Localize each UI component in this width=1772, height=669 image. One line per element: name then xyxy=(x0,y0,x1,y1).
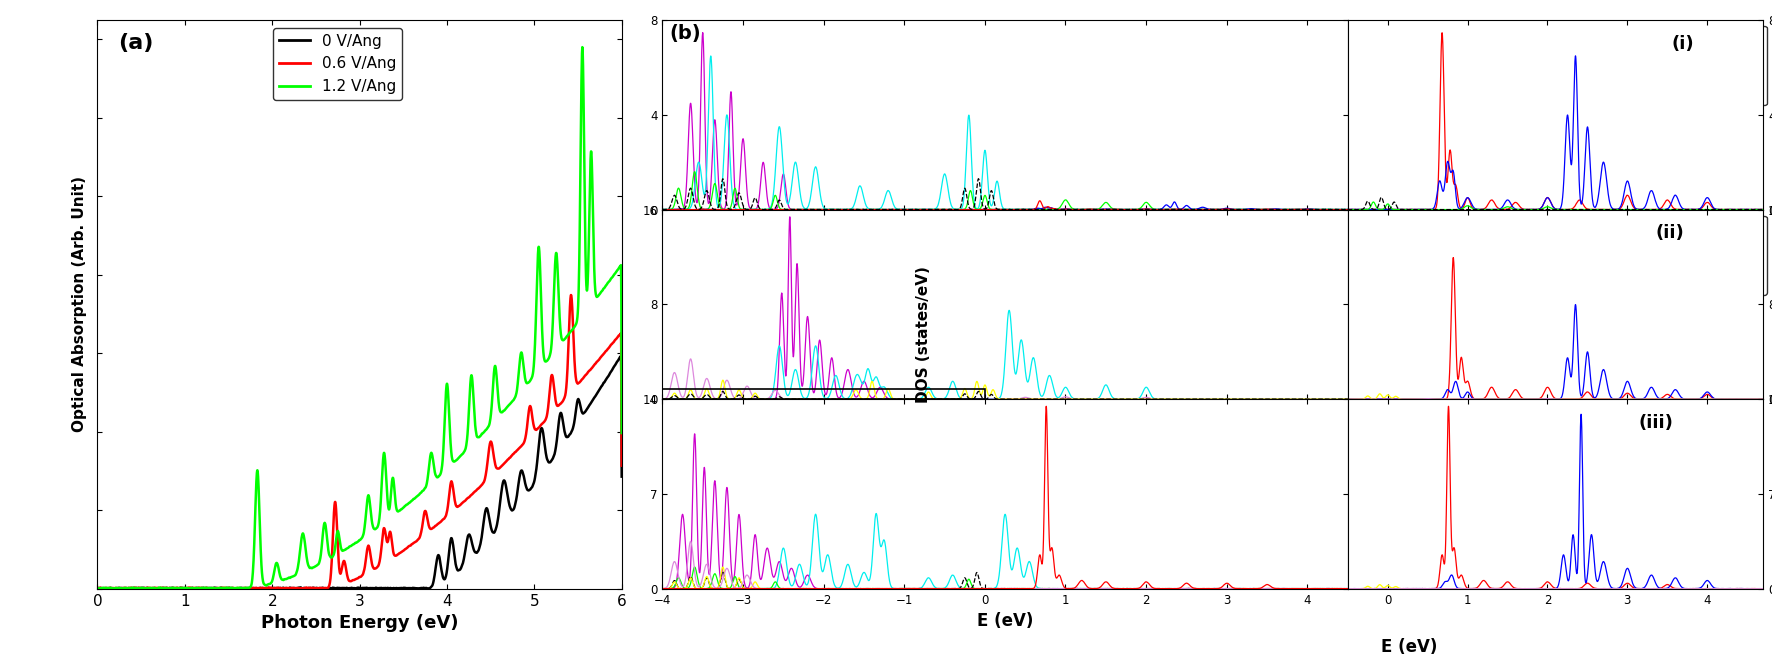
Text: DOS (states/eV): DOS (states/eV) xyxy=(916,266,930,403)
Text: E (eV): E (eV) xyxy=(1380,638,1437,656)
Y-axis label: Optical Absorption (Arb. Unit): Optical Absorption (Arb. Unit) xyxy=(73,177,87,432)
X-axis label: E (eV): E (eV) xyxy=(976,612,1033,630)
Legend: 0 V/Ang, 0.6 V/Ang, 1.2 V/Ang: 0 V/Ang, 0.6 V/Ang, 1.2 V/Ang xyxy=(273,27,402,100)
Legend: B(px+y)-1, B(pz)-1, B(px+y)-2, B(pz)-2: B(px+y)-1, B(pz)-1, B(px+y)-2, B(pz)-2 xyxy=(1664,26,1767,105)
Text: (b): (b) xyxy=(670,24,700,43)
X-axis label: Photon Energy (eV): Photon Energy (eV) xyxy=(260,614,459,632)
Legend: O(px+y)-1, O(pz)-1, O(px+y)-2, O(pz)₂-2: O(px+y)-1, O(pz)-1, O(px+y)-2, O(pz)₂-2 xyxy=(1662,215,1767,294)
Text: (a): (a) xyxy=(119,33,154,52)
Text: (ii): (ii) xyxy=(1655,224,1683,242)
Text: (iii): (iii) xyxy=(1639,413,1673,432)
Bar xyxy=(663,389,985,399)
Text: (i): (i) xyxy=(1671,35,1694,52)
